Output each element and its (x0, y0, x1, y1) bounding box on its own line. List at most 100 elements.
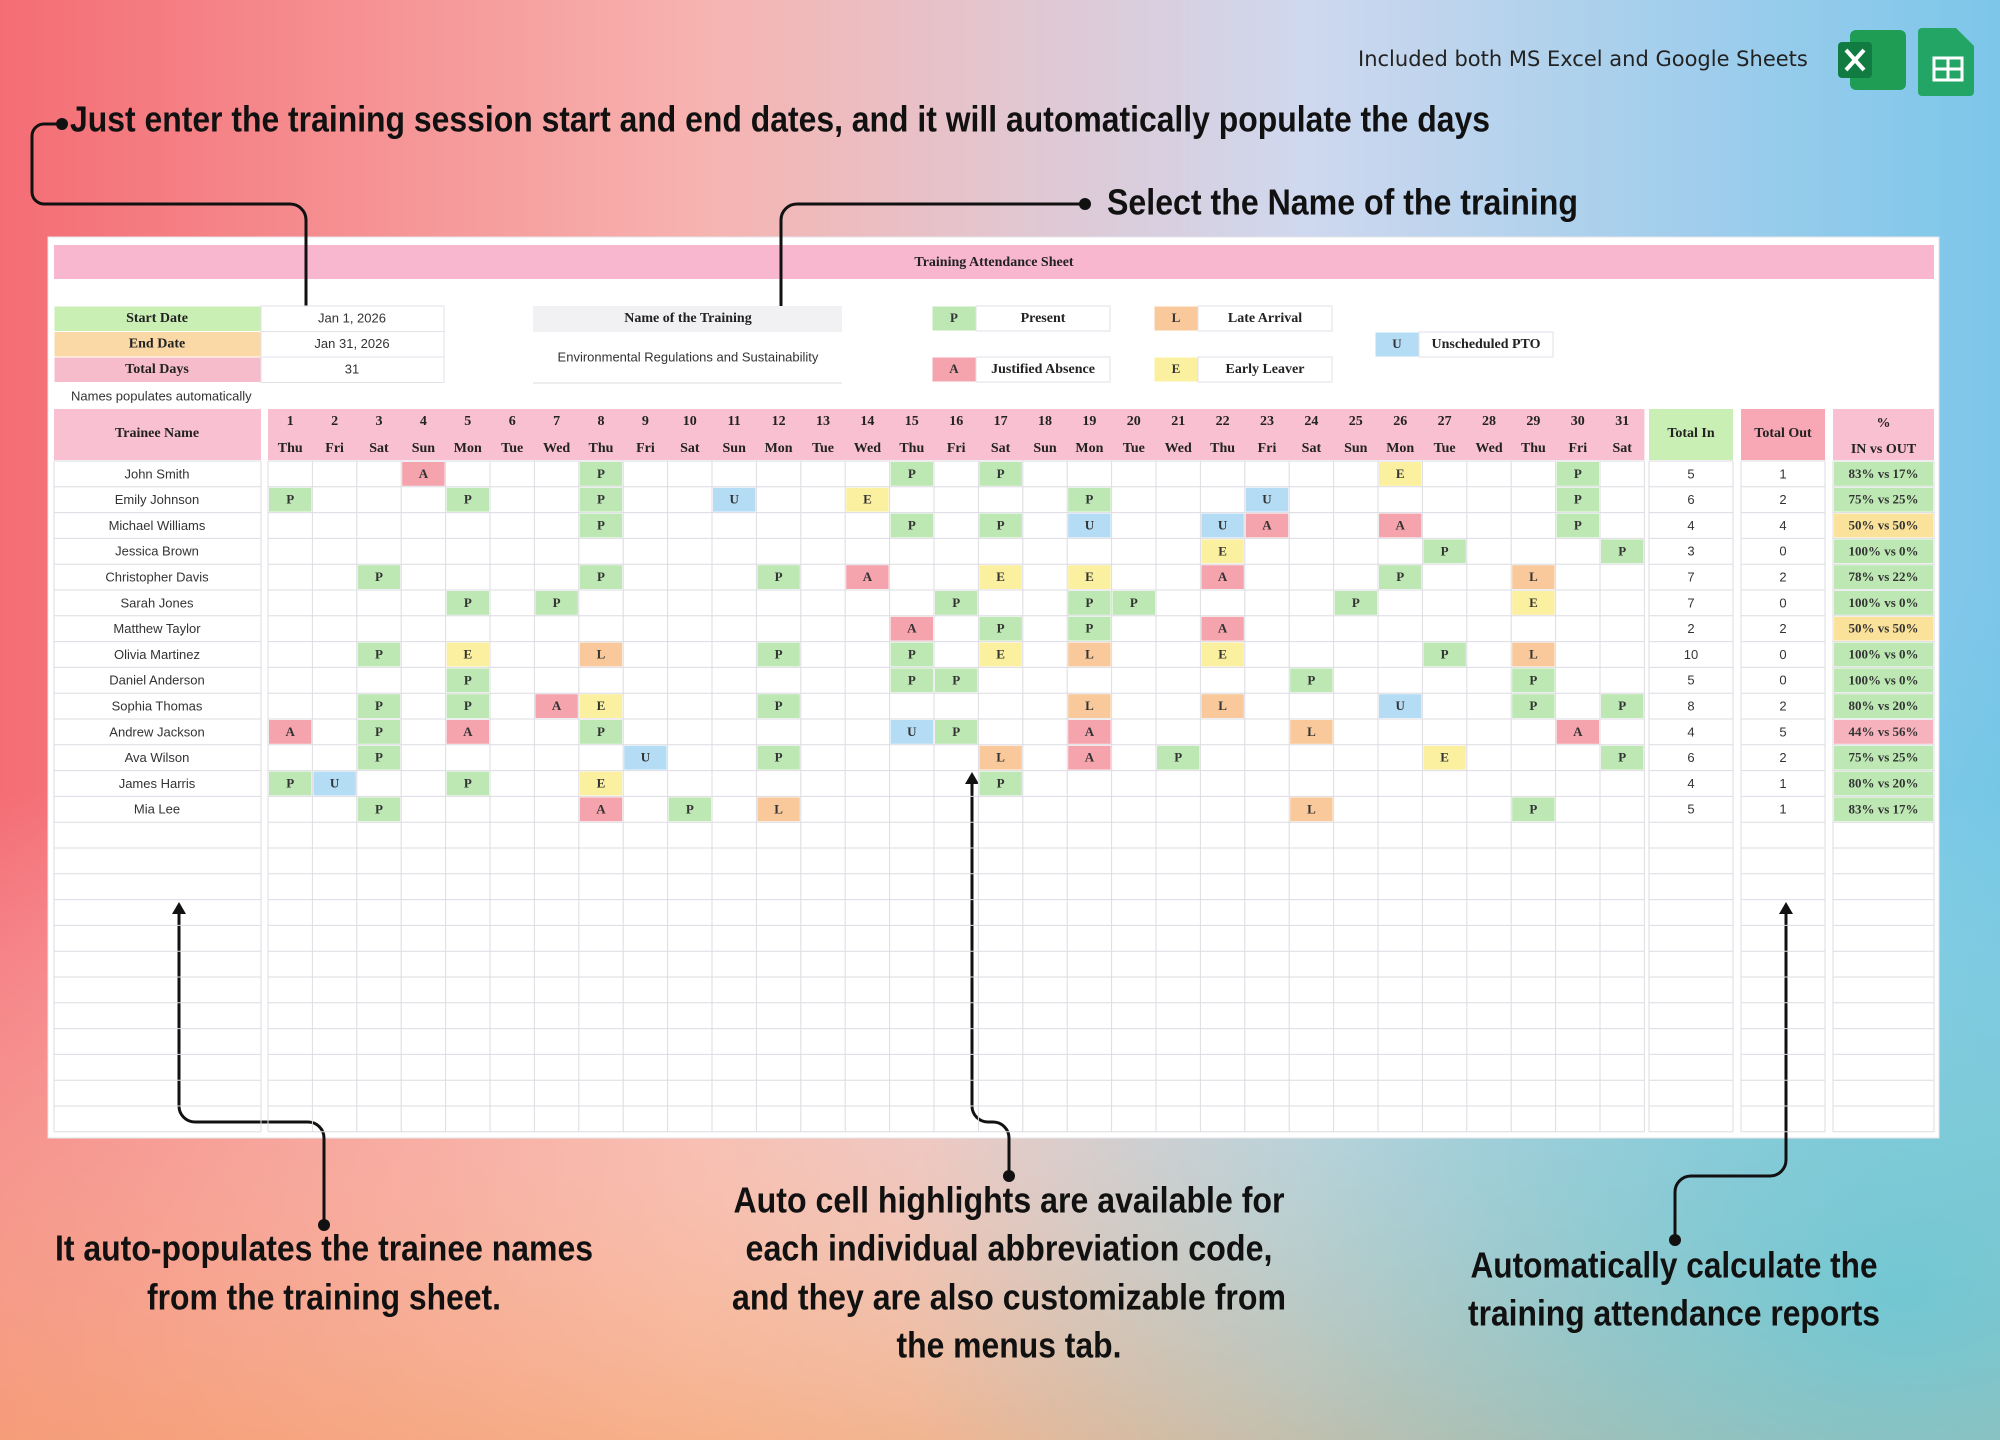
day-number: 31 (1615, 414, 1629, 429)
mark-cell (757, 797, 800, 822)
pct-value: 80% vs 20% (1848, 698, 1918, 713)
mark-cell (1290, 668, 1333, 693)
pct-value: 100% vs 0% (1848, 595, 1918, 610)
day-number: 16 (949, 414, 963, 429)
total-in: 8 (1687, 699, 1694, 714)
weekday: Mon (1075, 441, 1103, 456)
trainee-name: Ava Wilson (125, 750, 190, 765)
weekday: Tue (1434, 441, 1456, 456)
mark-code: P (908, 646, 916, 661)
callout: Select the Name of the training (1107, 182, 1578, 223)
day-number: 28 (1482, 414, 1496, 429)
mark-code: P (775, 698, 783, 713)
mark-code: U (641, 750, 651, 765)
info-label: Start Date (126, 311, 188, 326)
mark-code: E (1440, 750, 1449, 765)
mark-code: P (1441, 646, 1449, 661)
mark-cell (1512, 591, 1555, 615)
day-number: 29 (1526, 414, 1540, 429)
mark-cell (269, 771, 312, 796)
mark-cell (357, 565, 401, 589)
mark-code: A (1396, 517, 1406, 532)
pct-cell (1834, 513, 1933, 538)
pct-value: 80% vs 20% (1848, 775, 1918, 790)
legend-code: A (949, 361, 959, 376)
weekday: Sat (1302, 441, 1322, 456)
mark-code: L (774, 801, 783, 816)
mark-code: P (375, 698, 383, 713)
mark-code: P (597, 569, 605, 584)
pct-cell (1834, 487, 1933, 512)
mark-code: E (863, 492, 872, 507)
legend-label-cell (975, 305, 1111, 332)
day-number: 2 (331, 414, 338, 429)
mark-cell (1512, 642, 1555, 667)
mark-cell (979, 513, 1022, 538)
mark-cell (846, 487, 889, 512)
day-number: 5 (464, 414, 471, 429)
mark-cell (1068, 616, 1111, 641)
mark-cell (357, 797, 401, 822)
day-number: 25 (1349, 414, 1363, 429)
trainee-name: John Smith (124, 466, 189, 481)
legend-label-cell (1197, 305, 1333, 332)
legend-label: Early Leaver (1226, 362, 1305, 377)
info-label: End Date (129, 337, 185, 352)
mark-cell (446, 720, 489, 744)
total-out: 2 (1779, 492, 1786, 507)
legend-swatch (1153, 305, 1199, 332)
weekday: Sun (1344, 441, 1368, 456)
trainee-name: Michael Williams (109, 518, 206, 533)
weekday: Fri (636, 441, 655, 456)
pct-value: 44% vs 56% (1848, 724, 1918, 739)
mark-code: U (1218, 517, 1228, 532)
weekday: Mon (765, 441, 793, 456)
mark-code: E (1529, 595, 1538, 610)
mark-code: U (730, 492, 740, 507)
day-number: 11 (728, 414, 741, 429)
pct-value: 75% vs 25% (1848, 750, 1918, 765)
total-in: 4 (1687, 724, 1694, 739)
info-label-cell (53, 331, 262, 358)
mark-cell (668, 797, 711, 822)
callout: Auto cell highlights are available for (734, 1180, 1285, 1221)
info-value: Jan 31, 2026 (314, 336, 389, 351)
pct-value: 83% vs 17% (1848, 466, 1918, 481)
mark-cell (446, 642, 489, 667)
legend-label-cell (975, 356, 1111, 383)
mark-code: P (1529, 672, 1537, 687)
mark-cell (890, 462, 933, 486)
weekday: Thu (1210, 441, 1235, 456)
mark-code: P (1307, 672, 1315, 687)
mark-cell (1245, 513, 1289, 538)
trainee-name: Sarah Jones (121, 595, 194, 610)
mark-cell (1068, 487, 1111, 512)
mark-code: L (1085, 646, 1094, 661)
legend-label-cell (1418, 331, 1554, 358)
header-pct: % (1877, 416, 1891, 431)
mark-code: L (1529, 646, 1538, 661)
callout: It auto-populates the trainee names (55, 1228, 593, 1269)
mark-cell (713, 487, 756, 512)
total-in: 5 (1687, 802, 1694, 817)
header-cell (54, 409, 261, 460)
mark-cell (1201, 694, 1244, 718)
pct-value: 83% vs 17% (1848, 801, 1918, 816)
mark-code: P (1618, 750, 1626, 765)
mark-cell (1601, 694, 1644, 718)
day-number: 22 (1216, 414, 1230, 429)
mark-code: P (597, 724, 605, 739)
trainee-name: James Harris (119, 776, 196, 791)
mark-cell (979, 771, 1022, 796)
mark-cell (757, 642, 800, 667)
mark-code: U (1396, 698, 1406, 713)
pct-cell (1834, 797, 1933, 822)
trainee-name: Olivia Martinez (114, 647, 200, 662)
day-number: 18 (1038, 414, 1052, 429)
mark-cell (979, 462, 1022, 486)
mark-cell (757, 565, 800, 589)
total-in: 4 (1687, 776, 1694, 791)
total-in: 7 (1687, 595, 1694, 610)
total-out: 0 (1779, 673, 1786, 688)
pct-value: 100% vs 0% (1848, 543, 1918, 558)
